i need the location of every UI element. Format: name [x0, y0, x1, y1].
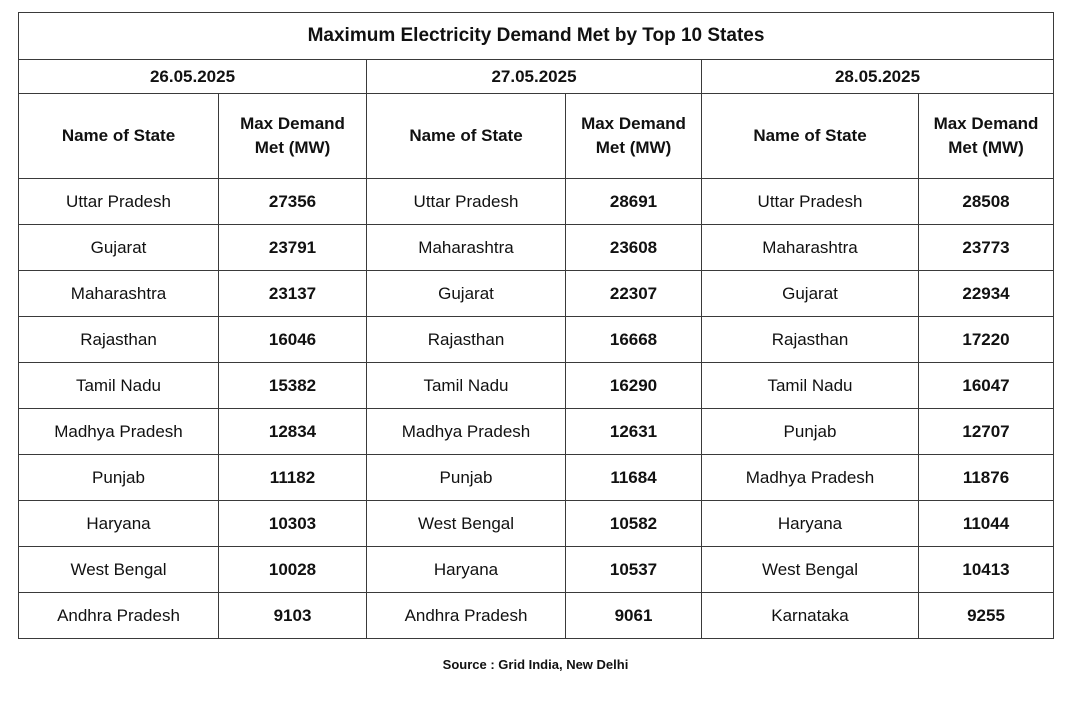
demand-cell: 10413	[918, 546, 1054, 593]
demand-cell: 28691	[565, 178, 702, 225]
state-cell: Andhra Pradesh	[18, 592, 219, 639]
state-cell: Madhya Pradesh	[18, 408, 219, 455]
demand-table: Maximum Electricity Demand Met by Top 10…	[18, 12, 1054, 639]
demand-cell: 16046	[218, 316, 367, 363]
state-cell: Haryana	[18, 500, 219, 547]
source-note: Source : Grid India, New Delhi	[442, 657, 629, 672]
column-header-demand-label: Max Demand Met (MW)	[240, 114, 345, 157]
state-cell: Uttar Pradesh	[701, 178, 919, 225]
table-row: Uttar Pradesh 27356 Uttar Pradesh 28691 Utta…	[18, 178, 1054, 225]
demand-cell: 23773	[918, 224, 1054, 271]
state-cell: Rajasthan	[366, 316, 566, 363]
state-cell: Haryana	[701, 500, 919, 547]
title-row: Maximum Electricity Demand Met by Top 10…	[18, 12, 1054, 60]
table-row: Andhra Pradesh 9103 Andhra Pradesh 9061 Karn…	[18, 592, 1054, 639]
demand-cell: 12631	[565, 408, 702, 455]
demand-cell: 10303	[218, 500, 367, 547]
table-row: Tamil Nadu 15382 Tamil Nadu 16290 Tamil Nadu…	[18, 362, 1054, 409]
state-cell: Uttar Pradesh	[18, 178, 219, 225]
state-cell: Madhya Pradesh	[701, 454, 919, 501]
state-cell: Punjab	[366, 454, 566, 501]
demand-cell: 11182	[218, 454, 367, 501]
demand-cell: 16290	[565, 362, 702, 409]
demand-cell: 10537	[565, 546, 702, 593]
demand-cell: 9061	[565, 592, 702, 639]
demand-cell: 12834	[218, 408, 367, 455]
state-cell: Tamil Nadu	[18, 362, 219, 409]
table-row: Rajasthan 16046 Rajasthan 16668 Rajasthan 172…	[18, 316, 1054, 363]
table-title: Maximum Electricity Demand Met by Top 10…	[18, 12, 1054, 60]
column-header-state: Name of State	[366, 93, 566, 179]
demand-cell: 23791	[218, 224, 367, 271]
column-header-state: Name of State	[701, 93, 919, 179]
state-cell: West Bengal	[18, 546, 219, 593]
state-cell: Gujarat	[366, 270, 566, 317]
state-cell: Gujarat	[701, 270, 919, 317]
state-cell: Andhra Pradesh	[366, 592, 566, 639]
state-cell: Tamil Nadu	[701, 362, 919, 409]
demand-cell: 28508	[918, 178, 1054, 225]
demand-cell: 10582	[565, 500, 702, 547]
demand-cell: 17220	[918, 316, 1054, 363]
column-header-demand-label: Max Demand Met (MW)	[581, 114, 686, 157]
demand-cell: 23137	[218, 270, 367, 317]
demand-cell: 9103	[218, 592, 367, 639]
state-cell: Maharashtra	[701, 224, 919, 271]
column-header-demand: Max Demand Met (MW)	[565, 93, 702, 179]
date-header: 28.05.2025	[701, 59, 1054, 94]
state-cell: Uttar Pradesh	[366, 178, 566, 225]
demand-cell: 10028	[218, 546, 367, 593]
date-row: 26.05.2025 27.05.2025 28.05.2025	[18, 59, 1054, 94]
state-cell: Punjab	[18, 454, 219, 501]
demand-cell: 15382	[218, 362, 367, 409]
demand-cell: 11044	[918, 500, 1054, 547]
state-cell: West Bengal	[366, 500, 566, 547]
state-cell: Punjab	[701, 408, 919, 455]
demand-cell: 12707	[918, 408, 1054, 455]
state-cell: Haryana	[366, 546, 566, 593]
state-cell: West Bengal	[701, 546, 919, 593]
state-cell: Rajasthan	[701, 316, 919, 363]
state-cell: Gujarat	[18, 224, 219, 271]
state-cell: Maharashtra	[18, 270, 219, 317]
state-cell: Maharashtra	[366, 224, 566, 271]
table-body: Uttar Pradesh 27356 Uttar Pradesh 28691 Utta…	[18, 178, 1054, 639]
table-row: Punjab 11182 Punjab 11684 Madhya Pradesh 1187…	[18, 454, 1054, 501]
table-row: Haryana 10303 West Bengal 10582 Haryana 11044	[18, 500, 1054, 547]
column-header-row: Name of State Max Demand Met (MW) Name o…	[18, 93, 1054, 179]
table-row: West Bengal 10028 Haryana 10537 West Bengal 1…	[18, 546, 1054, 593]
demand-cell: 9255	[918, 592, 1054, 639]
column-header-demand: Max Demand Met (MW)	[918, 93, 1054, 179]
table-row: Madhya Pradesh 12834 Madhya Pradesh 12631 Pu…	[18, 408, 1054, 455]
column-header-demand: Max Demand Met (MW)	[218, 93, 367, 179]
demand-cell: 11876	[918, 454, 1054, 501]
demand-cell: 23608	[565, 224, 702, 271]
demand-cell: 16668	[565, 316, 702, 363]
demand-cell: 22934	[918, 270, 1054, 317]
demand-cell: 27356	[218, 178, 367, 225]
state-cell: Karnataka	[701, 592, 919, 639]
demand-cell: 22307	[565, 270, 702, 317]
demand-cell: 11684	[565, 454, 702, 501]
table-row: Maharashtra 23137 Gujarat 22307 Gujarat 22934	[18, 270, 1054, 317]
state-cell: Tamil Nadu	[366, 362, 566, 409]
column-header-demand-label: Max Demand Met (MW)	[933, 114, 1039, 157]
date-header: 27.05.2025	[366, 59, 702, 94]
state-cell: Rajasthan	[18, 316, 219, 363]
demand-cell: 16047	[918, 362, 1054, 409]
state-cell: Madhya Pradesh	[366, 408, 566, 455]
date-header: 26.05.2025	[18, 59, 367, 94]
column-header-state: Name of State	[18, 93, 219, 179]
table-row: Gujarat 23791 Maharashtra 23608 Maharashtra 2…	[18, 224, 1054, 271]
